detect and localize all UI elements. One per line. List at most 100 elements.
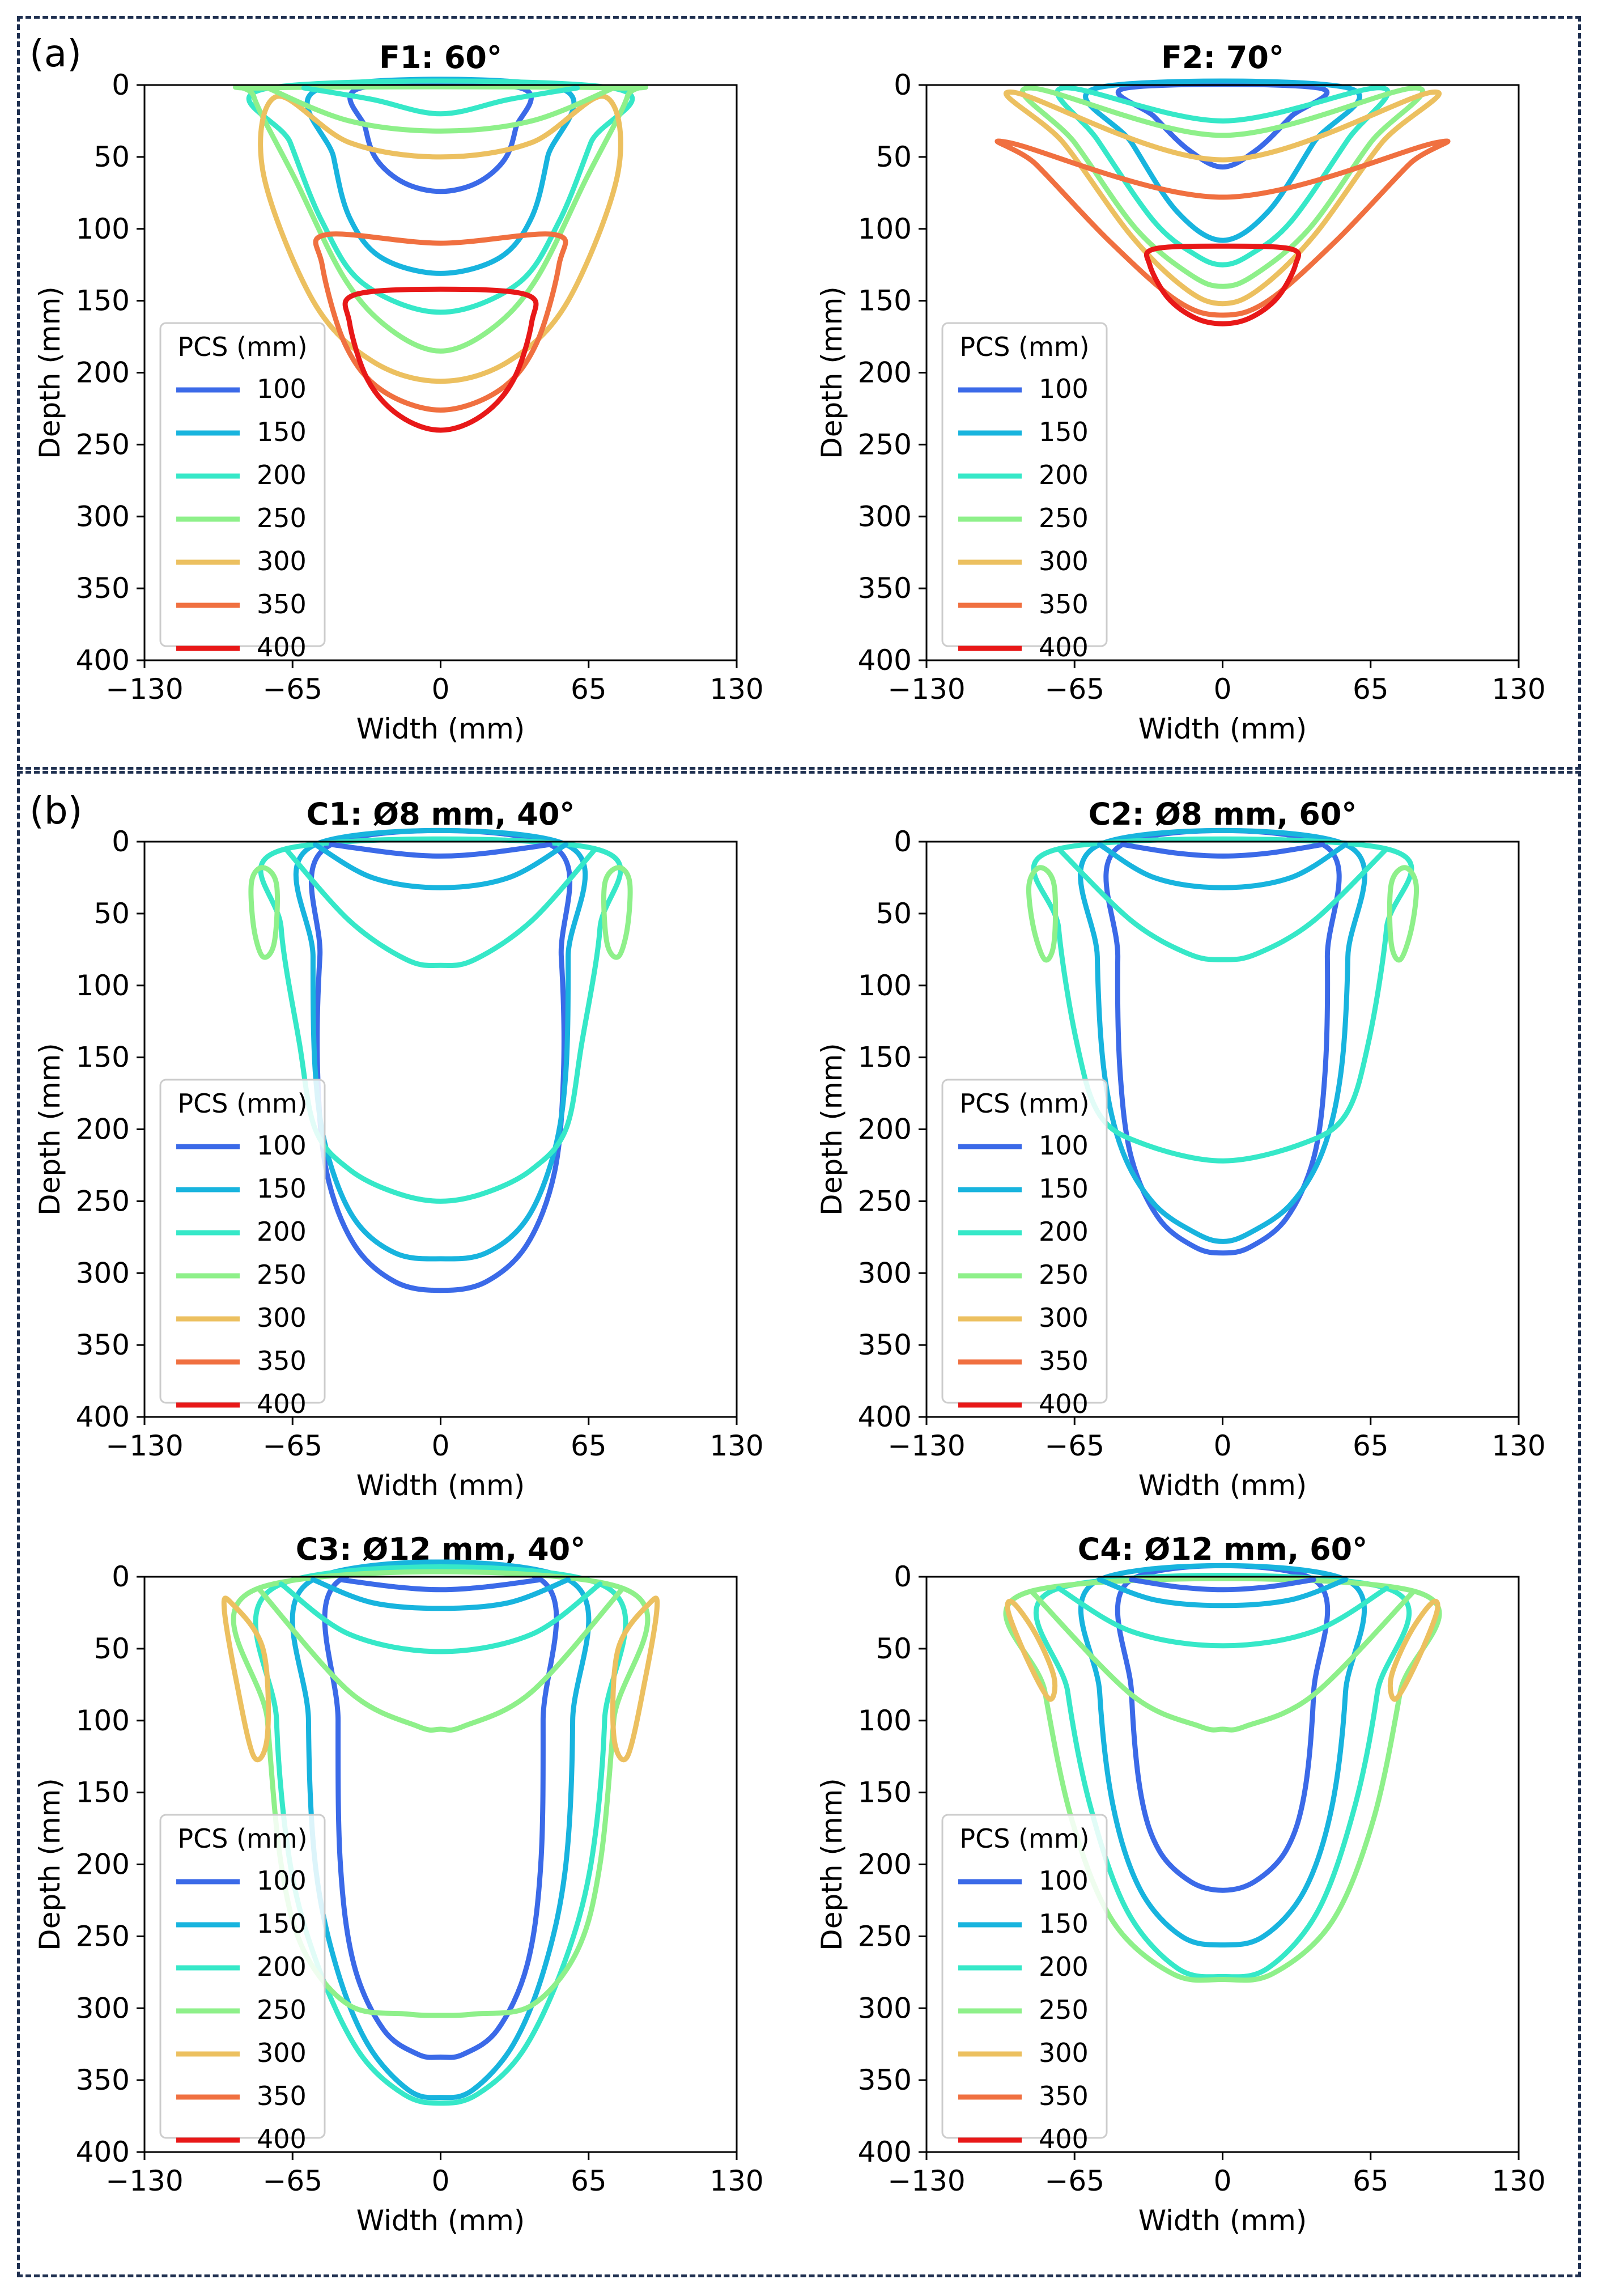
legend-entry-label: 250: [1039, 503, 1089, 533]
y-tick-label: 350: [76, 1329, 130, 1361]
legend-entry-label: 100: [1039, 374, 1089, 404]
x-tick-label: 130: [1491, 1429, 1545, 1462]
chart-title: C2: Ø8 mm, 60°: [1089, 796, 1357, 832]
y-tick-label: 200: [76, 357, 130, 389]
legend-entry-label: 150: [257, 1908, 307, 1939]
legend-entry-label: 400: [1039, 1389, 1089, 1419]
x-tick-label: 0: [1214, 1429, 1232, 1462]
y-tick-label: 200: [858, 1848, 912, 1881]
legend: PCS (mm) 100 150 200 250 300 350 400: [159, 1814, 326, 2154]
legend: PCS (mm) 100 150 200 250 300 350 400: [159, 322, 326, 663]
y-tick-label: 0: [112, 69, 130, 101]
chart-c1: C1: Ø8 mm, 40° −130 −65 0 65 130 0 50 100 150 200 2…: [33, 796, 764, 1502]
x-tick-label: −130: [887, 2165, 965, 2197]
y-tick-label: 150: [858, 285, 912, 317]
series-line-400: [1144, 243, 1302, 326]
series-line-extra: [1097, 842, 1348, 890]
series-line-extra: [601, 865, 633, 960]
legend-entry-label: 200: [257, 1216, 307, 1247]
x-axis-label: Width (mm): [356, 1469, 525, 1502]
y-tick-label: 350: [76, 572, 130, 605]
y-tick-label: 0: [894, 825, 912, 858]
panel-b-label: (b): [29, 789, 83, 833]
y-axis-label: Depth (mm): [815, 1778, 848, 1951]
x-tick-label: 130: [1491, 673, 1545, 706]
legend-entry-label: 350: [1039, 589, 1089, 619]
y-tick-label: 50: [94, 1632, 130, 1665]
legend-entry-label: 350: [257, 1346, 307, 1376]
x-tick-label: −65: [262, 2165, 322, 2197]
series-line-400: [342, 286, 539, 433]
legend: PCS (mm) 100 150 200 250 300 350 400: [941, 1079, 1108, 1419]
y-tick-label: 400: [858, 644, 912, 677]
x-tick-label: −130: [887, 1429, 965, 1462]
series-line-extra: [1056, 1585, 1389, 1649]
x-tick-label: 0: [432, 1429, 450, 1462]
legend-title: PCS (mm): [959, 1823, 1089, 1854]
series-group: [248, 827, 633, 1293]
series-group: [1026, 827, 1420, 1256]
chart-title: C1: Ø8 mm, 40°: [307, 796, 575, 832]
legend-title: PCS (mm): [177, 1823, 307, 1854]
panel-a-frame: [17, 16, 1581, 770]
y-tick-label: 250: [858, 1185, 912, 1217]
y-tick-label: 100: [76, 213, 130, 245]
y-axis-label: Depth (mm): [815, 286, 848, 459]
y-tick-label: 200: [76, 1848, 130, 1881]
series-group: [1003, 1563, 1442, 1983]
series-line-extra: [1129, 1577, 1316, 1593]
y-tick-label: 250: [858, 1920, 912, 1953]
y-tick-label: 300: [76, 1992, 130, 2025]
y-tick-label: 150: [76, 1041, 130, 1074]
chart-c4: C4: Ø12 mm, 60° −130 −65 0 65 130 0 50 100 150 200…: [815, 1531, 1546, 2237]
legend-entry-label: 100: [257, 374, 307, 404]
legend-entry-label: 300: [1039, 546, 1089, 576]
x-tick-label: 65: [1353, 2165, 1389, 2197]
y-tick-label: 300: [858, 500, 912, 533]
series-line-150: [293, 827, 588, 1262]
legend-box: [941, 1814, 1108, 2139]
legend-title: PCS (mm): [177, 332, 307, 362]
y-tick-label: 0: [894, 69, 912, 101]
legend-entry-label: 400: [1039, 2124, 1089, 2154]
legend-title: PCS (mm): [959, 1088, 1089, 1119]
series-line-300: [221, 1595, 271, 1763]
chart-c2: C2: Ø8 mm, 60° −130 −65 0 65 130 0 50 100 150 200 2…: [815, 796, 1546, 1502]
legend-entry-label: 200: [1039, 1216, 1089, 1247]
series-line-350: [994, 138, 1451, 318]
series-line-extra: [1120, 842, 1325, 859]
legend-entry-label: 100: [1039, 1130, 1089, 1161]
series-group: [994, 78, 1451, 326]
y-tick-label: 400: [76, 644, 130, 677]
series-line-100: [1115, 82, 1330, 170]
y-axis-label: Depth (mm): [33, 1043, 66, 1216]
y-tick-label: 350: [858, 1329, 912, 1361]
series-line-250: [1003, 1576, 1442, 1983]
x-tick-label: 65: [1353, 673, 1389, 706]
legend-entry-label: 200: [257, 1951, 307, 1982]
series-line-250: [248, 865, 280, 960]
y-tick-label: 400: [76, 2136, 130, 2168]
series-line-extra: [301, 85, 580, 117]
x-axis-label: Width (mm): [1138, 712, 1307, 745]
y-tick-label: 350: [858, 2064, 912, 2096]
legend-entry-label: 150: [257, 1173, 307, 1204]
legend-box: [941, 1079, 1108, 1404]
x-tick-label: 130: [709, 673, 763, 706]
y-tick-label: 250: [76, 428, 130, 461]
x-tick-label: −65: [262, 673, 322, 706]
y-tick-label: 100: [858, 213, 912, 245]
legend-entry-label: 400: [1039, 632, 1089, 663]
x-tick-label: −65: [1044, 673, 1104, 706]
x-tick-label: −65: [1044, 1429, 1104, 1462]
legend-entry-label: 250: [1039, 1994, 1089, 2025]
series-line-250: [1026, 865, 1059, 963]
y-tick-label: 50: [876, 897, 912, 930]
x-tick-label: 65: [571, 2165, 607, 2197]
y-tick-label: 100: [858, 969, 912, 1002]
series-line-extra: [310, 1577, 571, 1611]
y-axis-label: Depth (mm): [33, 286, 66, 459]
legend-entry-label: 350: [257, 2081, 307, 2111]
series-group: [233, 77, 648, 433]
legend-entry-label: 250: [257, 503, 307, 533]
